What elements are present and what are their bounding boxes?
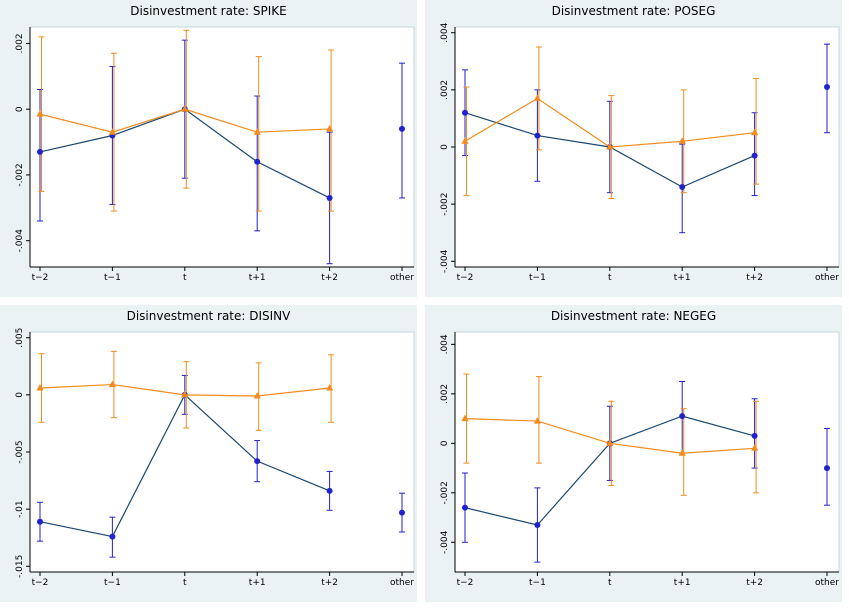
- point-marker: [36, 110, 44, 117]
- point-marker: [253, 392, 261, 399]
- y-tick-label: -.015: [15, 555, 25, 578]
- x-tick-label: other: [815, 273, 839, 283]
- point-marker: [399, 509, 405, 516]
- y-tick-label: .004: [440, 334, 450, 354]
- y-tick-label: .002: [15, 33, 25, 53]
- point-marker: [461, 137, 469, 144]
- y-tick-label: -.002: [440, 192, 450, 215]
- x-tick-label: t+2: [321, 578, 338, 588]
- y-tick-label: 0: [15, 106, 25, 112]
- point-marker: [751, 128, 759, 136]
- y-tick-label: 0: [440, 144, 450, 150]
- point-marker: [254, 158, 261, 165]
- point-marker: [181, 105, 189, 112]
- x-tick-label: other: [815, 578, 839, 588]
- point-marker: [461, 414, 469, 422]
- x-tick-label: t+2: [321, 273, 338, 283]
- point-marker: [534, 521, 541, 528]
- point-marker: [533, 417, 541, 424]
- y-tick-label: -.002: [15, 163, 25, 186]
- error-bar: [753, 77, 760, 185]
- point-marker: [679, 184, 686, 190]
- point-marker: [606, 143, 614, 150]
- point-marker: [751, 152, 758, 159]
- x-tick-label: t−2: [457, 578, 474, 588]
- x-tick-label: t−1: [104, 273, 121, 283]
- y-tick-label: -.004: [15, 229, 25, 253]
- x-tick-label: t: [608, 578, 612, 588]
- panel: Disinvestment rate: DISINV .005 0 -.005 -.01…: [0, 305, 417, 602]
- point-marker: [326, 487, 333, 494]
- point-marker: [462, 504, 468, 511]
- x-tick-label: t−2: [457, 273, 474, 283]
- point-marker: [534, 132, 541, 139]
- x-tick-label: t+1: [249, 273, 266, 283]
- x-tick-label: t: [183, 273, 187, 283]
- point-marker: [109, 533, 116, 540]
- panel: Disinvestment rate: POSEG .004 .002 0 -.002 -…: [425, 0, 842, 297]
- plot-area: [454, 331, 840, 573]
- point-marker: [181, 390, 189, 398]
- point-marker: [326, 124, 334, 132]
- panel-title: Disinvestment rate: NEGEG: [551, 309, 716, 323]
- point-marker: [253, 128, 261, 135]
- y-tick-label: .002: [440, 80, 450, 100]
- x-tick-label: other: [390, 273, 414, 283]
- panel-title: Disinvestment rate: DISINV: [127, 309, 292, 323]
- panel-title: Disinvestment rate: POSEG: [552, 4, 716, 18]
- y-tick-label: .004: [440, 22, 450, 42]
- x-tick-label: other: [390, 578, 414, 588]
- x-tick-label: t+1: [674, 273, 691, 283]
- point-marker: [606, 439, 614, 446]
- point-marker: [678, 449, 686, 456]
- y-tick-label: 0: [440, 440, 450, 446]
- plot-area: [454, 26, 840, 268]
- x-tick-label: t−1: [529, 578, 546, 588]
- y-tick-label: -.01: [15, 500, 25, 518]
- y-tick-label: -.004: [440, 249, 450, 273]
- point-marker: [824, 465, 830, 472]
- point-marker: [37, 518, 43, 525]
- y-tick-label: -.004: [440, 530, 450, 554]
- point-marker: [462, 109, 468, 116]
- point-marker: [326, 384, 334, 391]
- panel-title: Disinvestment rate: SPIKE: [130, 4, 286, 18]
- y-tick-label: -.005: [15, 440, 25, 463]
- x-tick-label: t: [183, 578, 187, 588]
- point-marker: [678, 137, 686, 144]
- x-tick-label: t+2: [746, 273, 763, 283]
- point-marker: [37, 148, 43, 155]
- point-marker: [399, 125, 405, 132]
- y-tick-label: .005: [15, 328, 25, 348]
- point-marker: [108, 380, 116, 388]
- y-tick-label: 0: [15, 392, 25, 398]
- point-marker: [108, 128, 116, 135]
- point-marker: [36, 384, 44, 391]
- point-marker: [751, 432, 758, 439]
- point-marker: [254, 458, 261, 465]
- point-marker: [679, 413, 686, 420]
- x-tick-label: t−1: [529, 273, 546, 283]
- point-marker: [824, 84, 830, 90]
- y-tick-label: .002: [440, 384, 450, 404]
- point-marker: [751, 444, 759, 451]
- x-tick-label: t−1: [104, 578, 121, 588]
- panel: Disinvestment rate: NEGEG .004 .002 0 -.002 -…: [425, 305, 842, 602]
- x-tick-label: t−2: [32, 273, 49, 283]
- panel: Disinvestment rate: SPIKE .002 0 -.002 -.004…: [0, 0, 417, 297]
- y-tick-label: -.002: [440, 481, 450, 504]
- plot-area: [29, 26, 415, 268]
- point-marker: [533, 94, 541, 101]
- plot-area: [29, 331, 415, 573]
- x-tick-label: t: [608, 273, 612, 283]
- x-tick-label: t+1: [674, 578, 691, 588]
- x-tick-label: t−2: [32, 578, 49, 588]
- x-tick-label: t+1: [249, 578, 266, 588]
- point-marker: [326, 194, 333, 201]
- x-tick-label: t+2: [746, 578, 763, 588]
